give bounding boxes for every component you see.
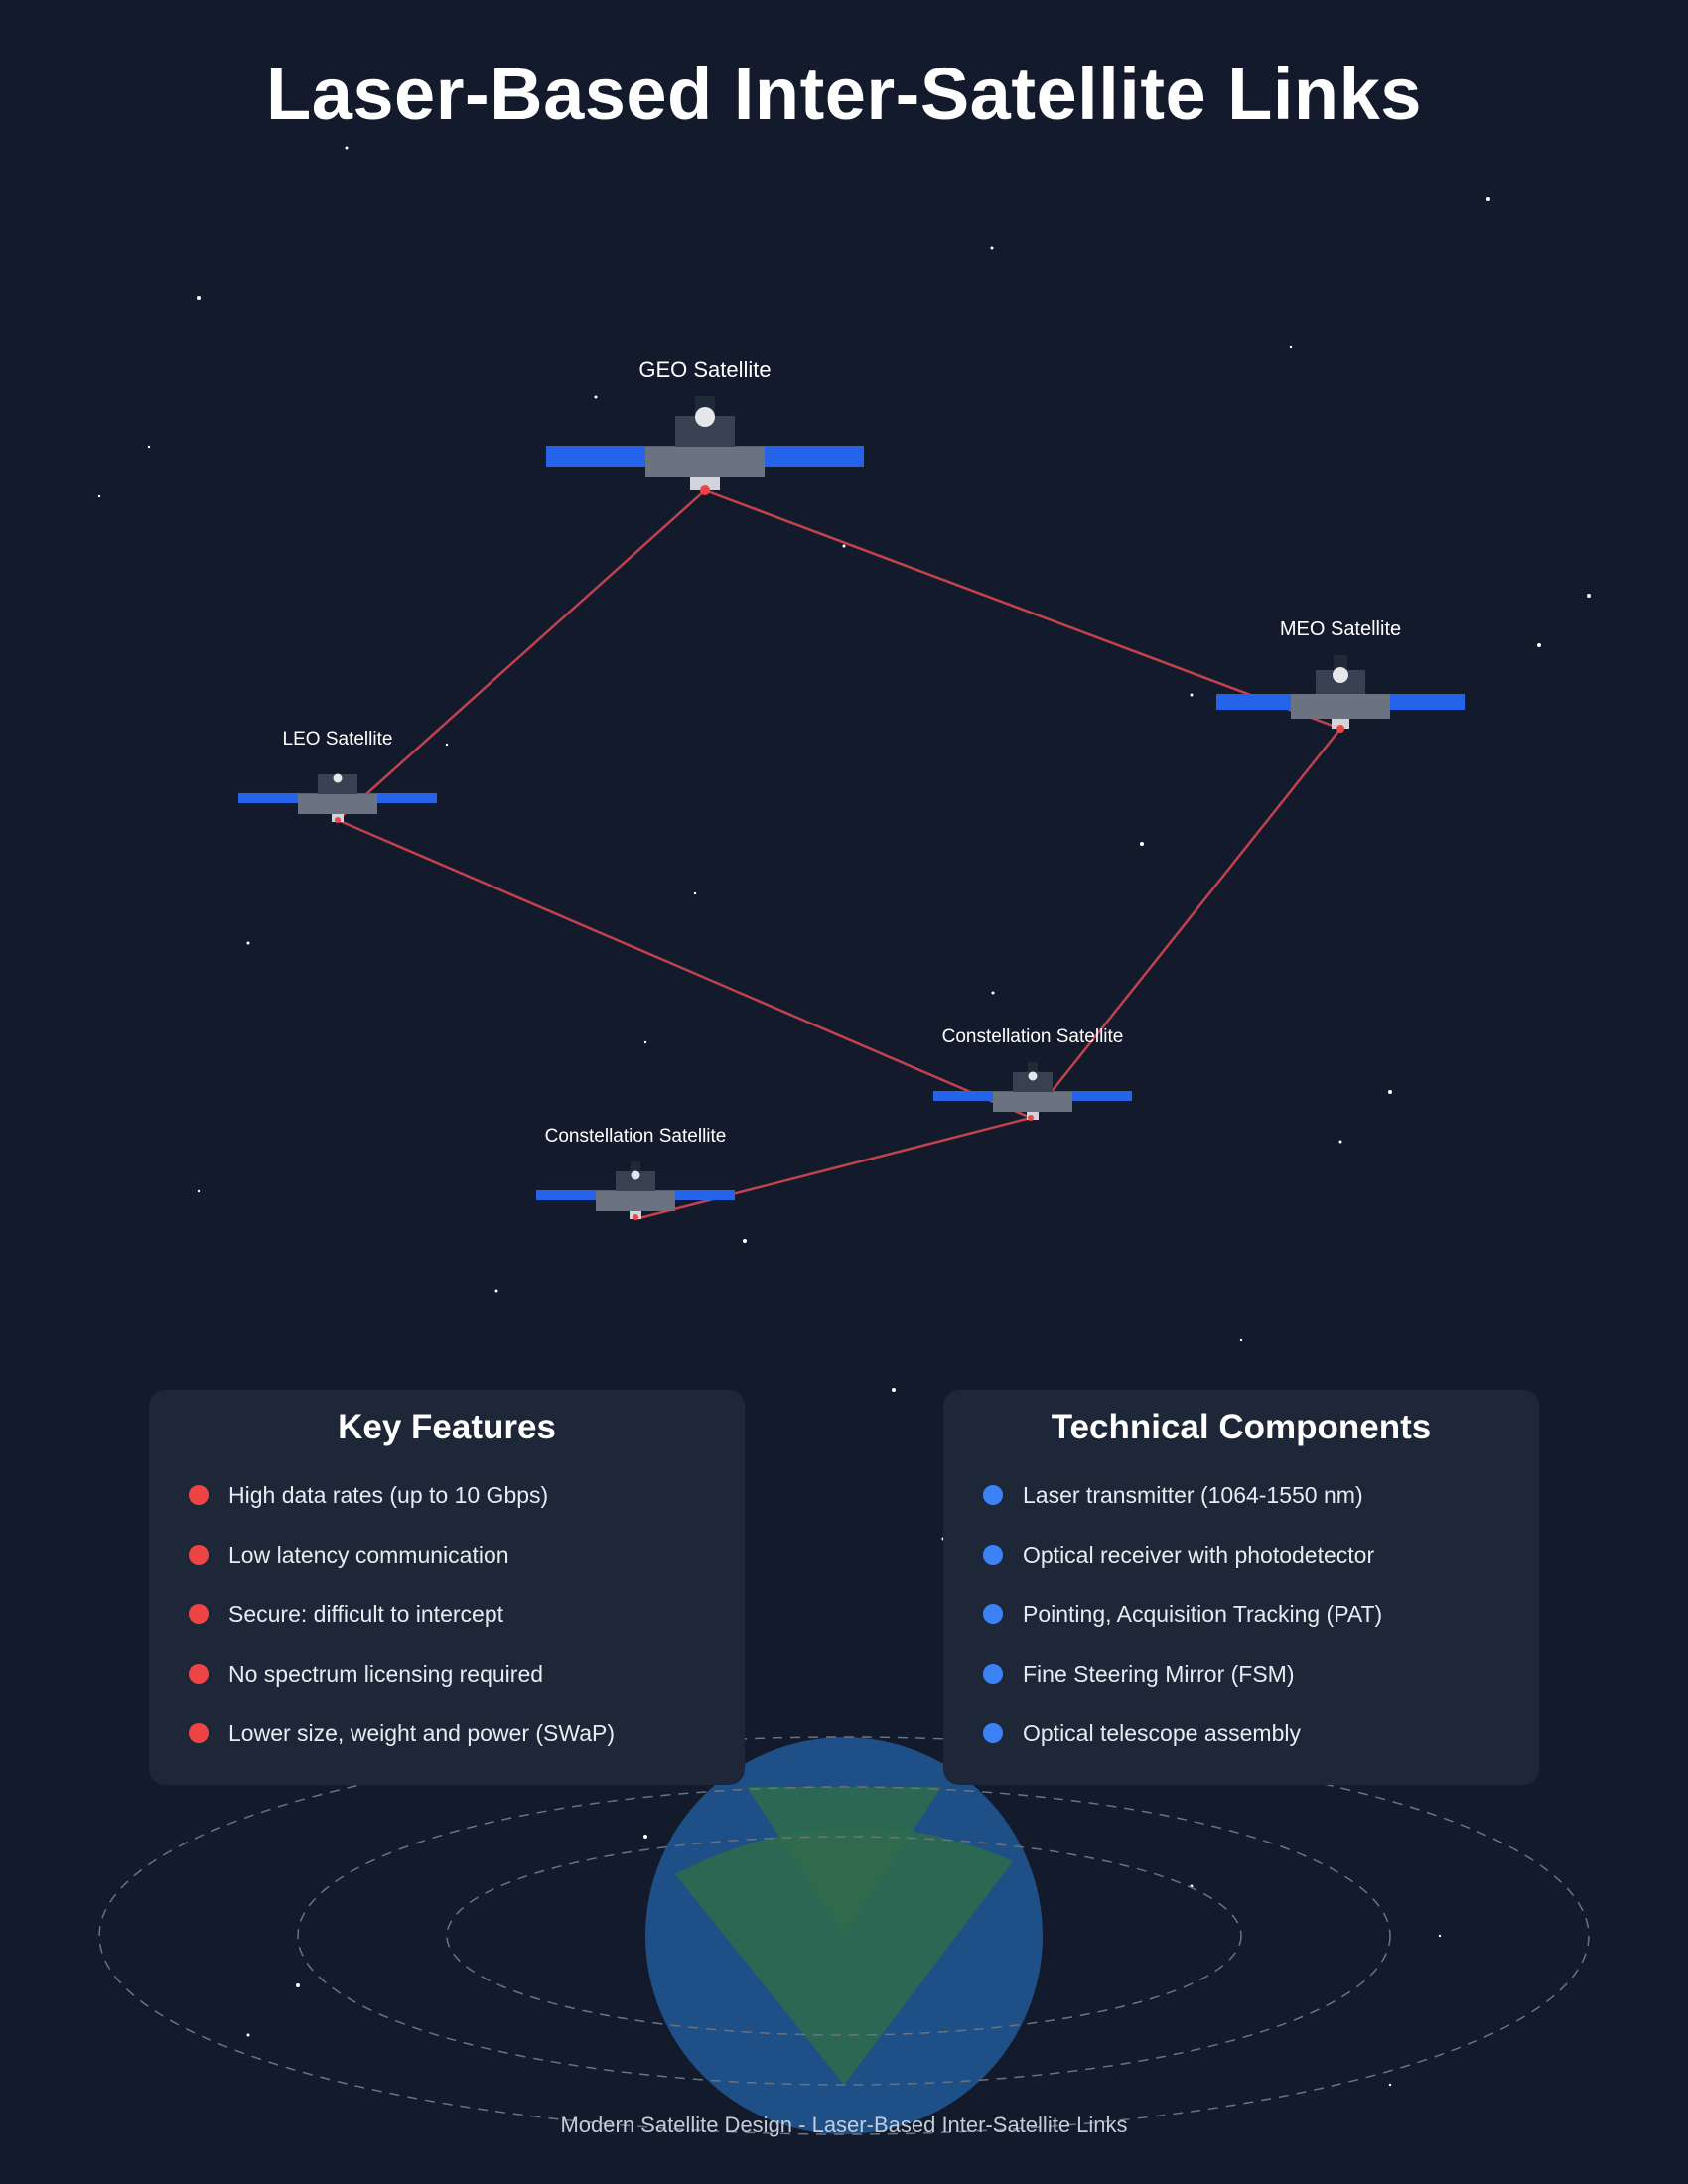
laser-emitter — [335, 817, 341, 823]
satellite-bus — [1291, 694, 1390, 719]
bullet-icon — [983, 1723, 1003, 1743]
antenna-dish-icon — [1333, 667, 1348, 683]
bullet-icon — [983, 1664, 1003, 1684]
list-item: Pointing, Acquisition Tracking (PAT) — [983, 1600, 1382, 1660]
geo-satellite: GEO Satellite — [546, 357, 864, 495]
key-features-list: High data rates (up to 10 Gbps) Low late… — [189, 1481, 615, 1779]
list-item: No spectrum licensing required — [189, 1660, 615, 1719]
laser-link-leo-constellation — [337, 818, 1032, 1120]
satellite-mast — [631, 1161, 640, 1171]
antenna-dish-icon — [333, 773, 343, 783]
laser-emitter — [1028, 1115, 1034, 1121]
satellite-module — [1013, 1072, 1053, 1092]
list-item: Laser transmitter (1064-1550 nm) — [983, 1481, 1382, 1541]
constellation-satellite-b-label: Constellation Satellite — [545, 1126, 727, 1147]
bullet-icon — [189, 1485, 209, 1505]
laser-link-geo-meo — [704, 488, 1341, 731]
antenna-dish-icon — [631, 1170, 640, 1180]
footer-caption: Modern Satellite Design - Laser-Based In… — [560, 2113, 1128, 2137]
satellite-bus — [993, 1092, 1072, 1112]
key-features-title: Key Features — [338, 1408, 556, 1446]
technical-components-list: Laser transmitter (1064-1550 nm) Optical… — [983, 1481, 1382, 1779]
list-item: Low latency communication — [189, 1541, 615, 1600]
list-item: Secure: difficult to intercept — [189, 1600, 615, 1660]
laser-emitter — [633, 1214, 638, 1220]
meo-satellite-label: MEO Satellite — [1280, 618, 1401, 640]
key-features-panel: Key Features High data rates (up to 10 G… — [149, 1390, 745, 1785]
constellation-satellite-b: Constellation Satellite — [536, 1126, 735, 1220]
satellite-module — [318, 774, 357, 794]
constellation-satellite-a-label: Constellation Satellite — [942, 1026, 1124, 1047]
earth-landmass-south — [675, 1827, 1013, 2085]
bullet-icon — [983, 1485, 1003, 1505]
laser-link-meo-constellation — [1030, 728, 1341, 1119]
geo-satellite-label: GEO Satellite — [638, 357, 771, 382]
laser-terminal — [690, 477, 720, 490]
bullet-icon — [189, 1664, 209, 1684]
technical-components-panel: Technical Components Laser transmitter (… — [943, 1390, 1539, 1785]
list-item: Fine Steering Mirror (FSM) — [983, 1660, 1382, 1719]
list-item: High data rates (up to 10 Gbps) — [189, 1481, 615, 1541]
meo-satellite: MEO Satellite — [1216, 618, 1465, 733]
laser-link-constellation-pair — [634, 1116, 1032, 1221]
orbit-middle — [297, 1786, 1391, 2086]
leo-satellite-label: LEO Satellite — [283, 729, 393, 750]
starfield — [97, 146, 1591, 2087]
bullet-icon — [983, 1604, 1003, 1624]
laser-emitter — [700, 485, 710, 495]
satellite-bus — [298, 794, 377, 814]
satellite-bus — [596, 1191, 675, 1211]
leo-satellite: LEO Satellite — [238, 729, 437, 823]
laser-emitter — [1336, 725, 1344, 733]
antenna-dish-icon — [695, 407, 715, 427]
satellite-module — [616, 1171, 655, 1191]
bullet-icon — [983, 1545, 1003, 1565]
antenna-dish-icon — [1028, 1071, 1038, 1081]
laser-link-geo-leo — [337, 489, 706, 821]
satellite-mast — [1334, 655, 1347, 670]
constellation-satellite-a: Constellation Satellite — [933, 1026, 1132, 1121]
earth-graphic — [98, 1736, 1590, 2135]
orbit-inner — [446, 1836, 1242, 2036]
orbit-outer — [98, 1736, 1590, 2135]
page-title: Laser-Based Inter-Satellite Links — [266, 53, 1422, 135]
satellite-mast — [1028, 1062, 1038, 1072]
list-item: Optical receiver with photodetector — [983, 1541, 1382, 1600]
list-item: Optical telescope assembly — [983, 1719, 1382, 1779]
list-item: Lower size, weight and power (SWaP) — [189, 1719, 615, 1779]
satellite-bus — [645, 447, 765, 477]
bullet-icon — [189, 1545, 209, 1565]
technical-components-title: Technical Components — [1051, 1408, 1432, 1446]
laser-links — [337, 488, 1341, 1221]
bullet-icon — [189, 1723, 209, 1743]
laser-terminal — [1332, 719, 1349, 729]
bullet-icon — [189, 1604, 209, 1624]
